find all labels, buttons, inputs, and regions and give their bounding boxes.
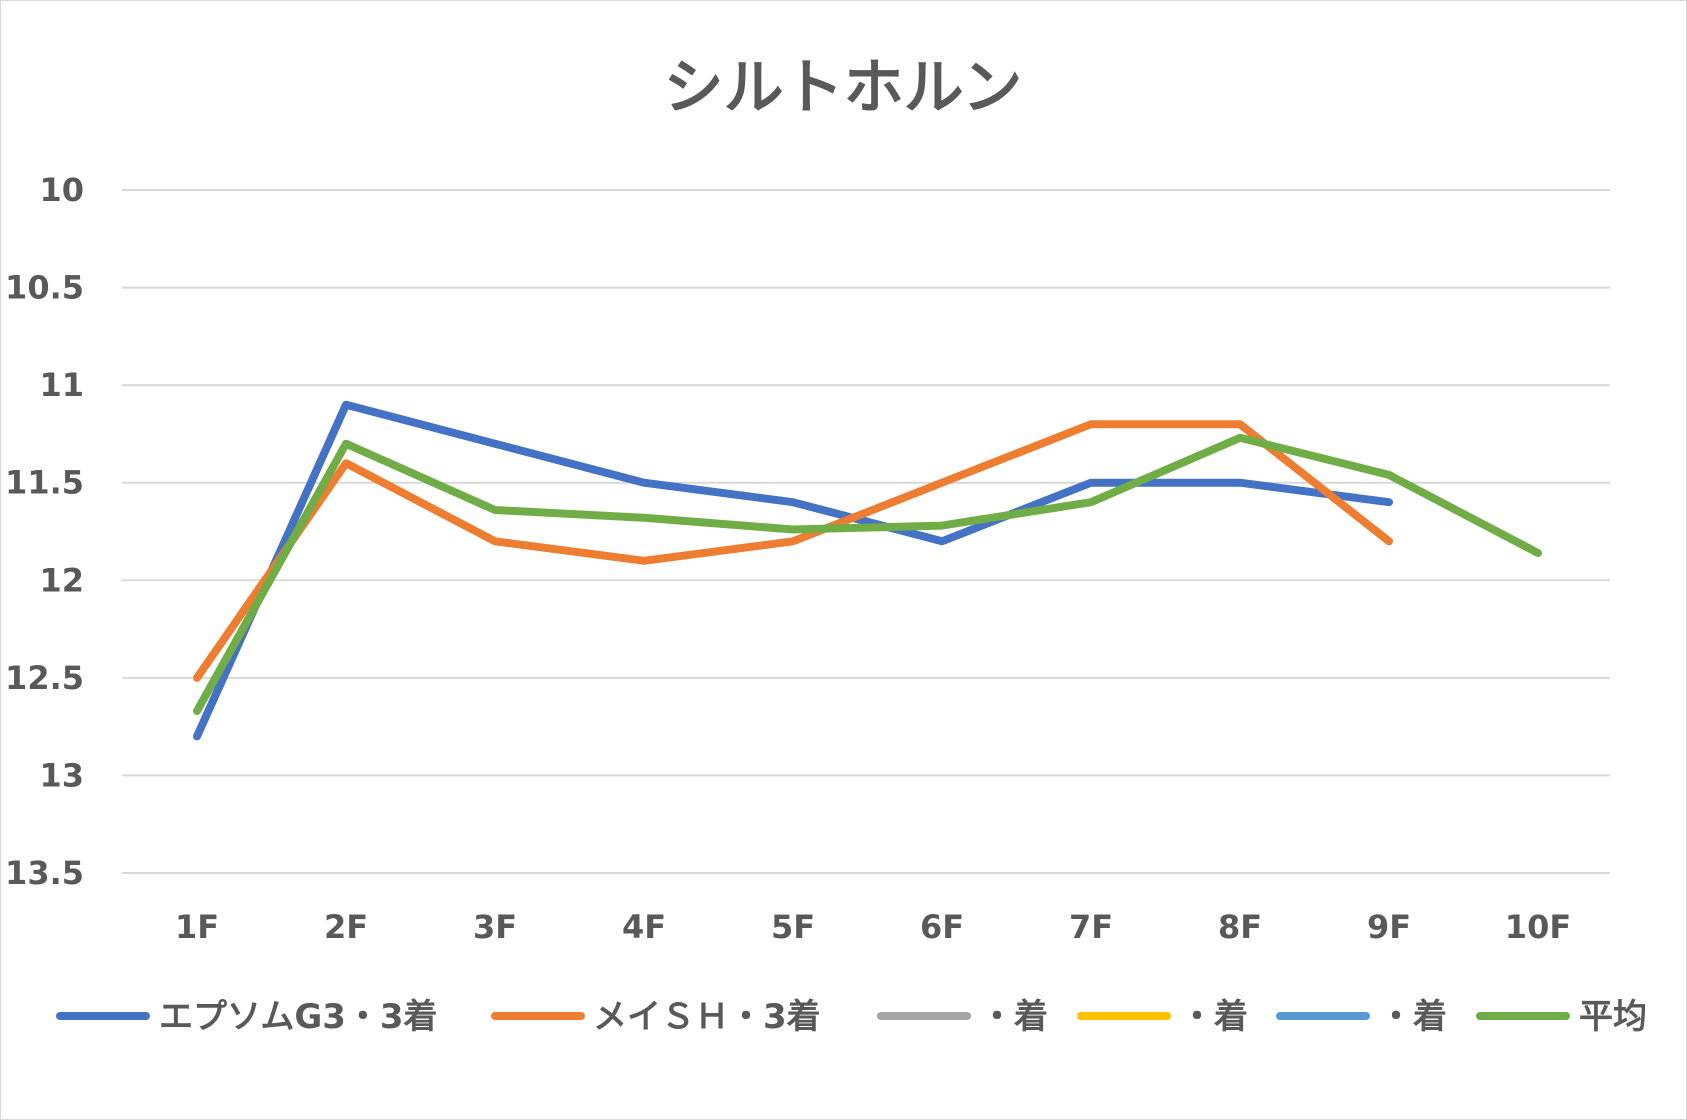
x-tick-label: 10F: [1505, 908, 1571, 946]
legend-label: ・着: [1180, 997, 1248, 1037]
x-tick-label: 4F: [622, 908, 666, 946]
legend-label: メイＳＨ・3着: [593, 997, 821, 1037]
x-tick-label: 2F: [324, 908, 368, 946]
x-tick-label: 3F: [473, 908, 517, 946]
x-axis-ticks: 1F 2F 3F 4F 5F 6F 7F 8F 9F 10F: [175, 908, 1571, 946]
y-tick-label: 12: [39, 561, 84, 599]
x-tick-label: 1F: [175, 908, 219, 946]
x-tick-label: 5F: [771, 908, 815, 946]
legend-label: エプソムG3・3着: [159, 997, 438, 1037]
y-tick-label: 10: [39, 171, 84, 209]
y-tick-label: 12.5: [5, 659, 84, 697]
gridlines: [122, 189, 1610, 874]
y-tick-label: 10.5: [5, 269, 84, 307]
y-tick-label: 13.5: [5, 854, 84, 892]
series-line: [193, 420, 1393, 682]
y-tick-label: 11: [39, 366, 84, 404]
y-tick-label: 13: [39, 756, 84, 794]
x-tick-label: 6F: [920, 908, 964, 946]
series-line: [193, 433, 1542, 715]
x-tick-label: 8F: [1218, 908, 1262, 946]
y-axis-ticks: 10 10.5 11 11.5 12 12.5 13 13.5: [5, 171, 84, 892]
legend-label: 平均: [1579, 997, 1647, 1037]
legend: エプソムG3・3着 メイＳＨ・3着 ・着 ・着 ・着 平均: [56, 997, 1647, 1037]
x-tick-label: 7F: [1069, 908, 1113, 946]
legend-label: ・着: [1379, 997, 1447, 1037]
series-lines: [193, 400, 1542, 741]
x-tick-label: 9F: [1367, 908, 1411, 946]
y-tick-label: 11.5: [5, 464, 84, 502]
legend-label: ・着: [980, 997, 1048, 1037]
chart-title: シルトホルン: [664, 53, 1023, 123]
series-line: [193, 400, 1393, 741]
